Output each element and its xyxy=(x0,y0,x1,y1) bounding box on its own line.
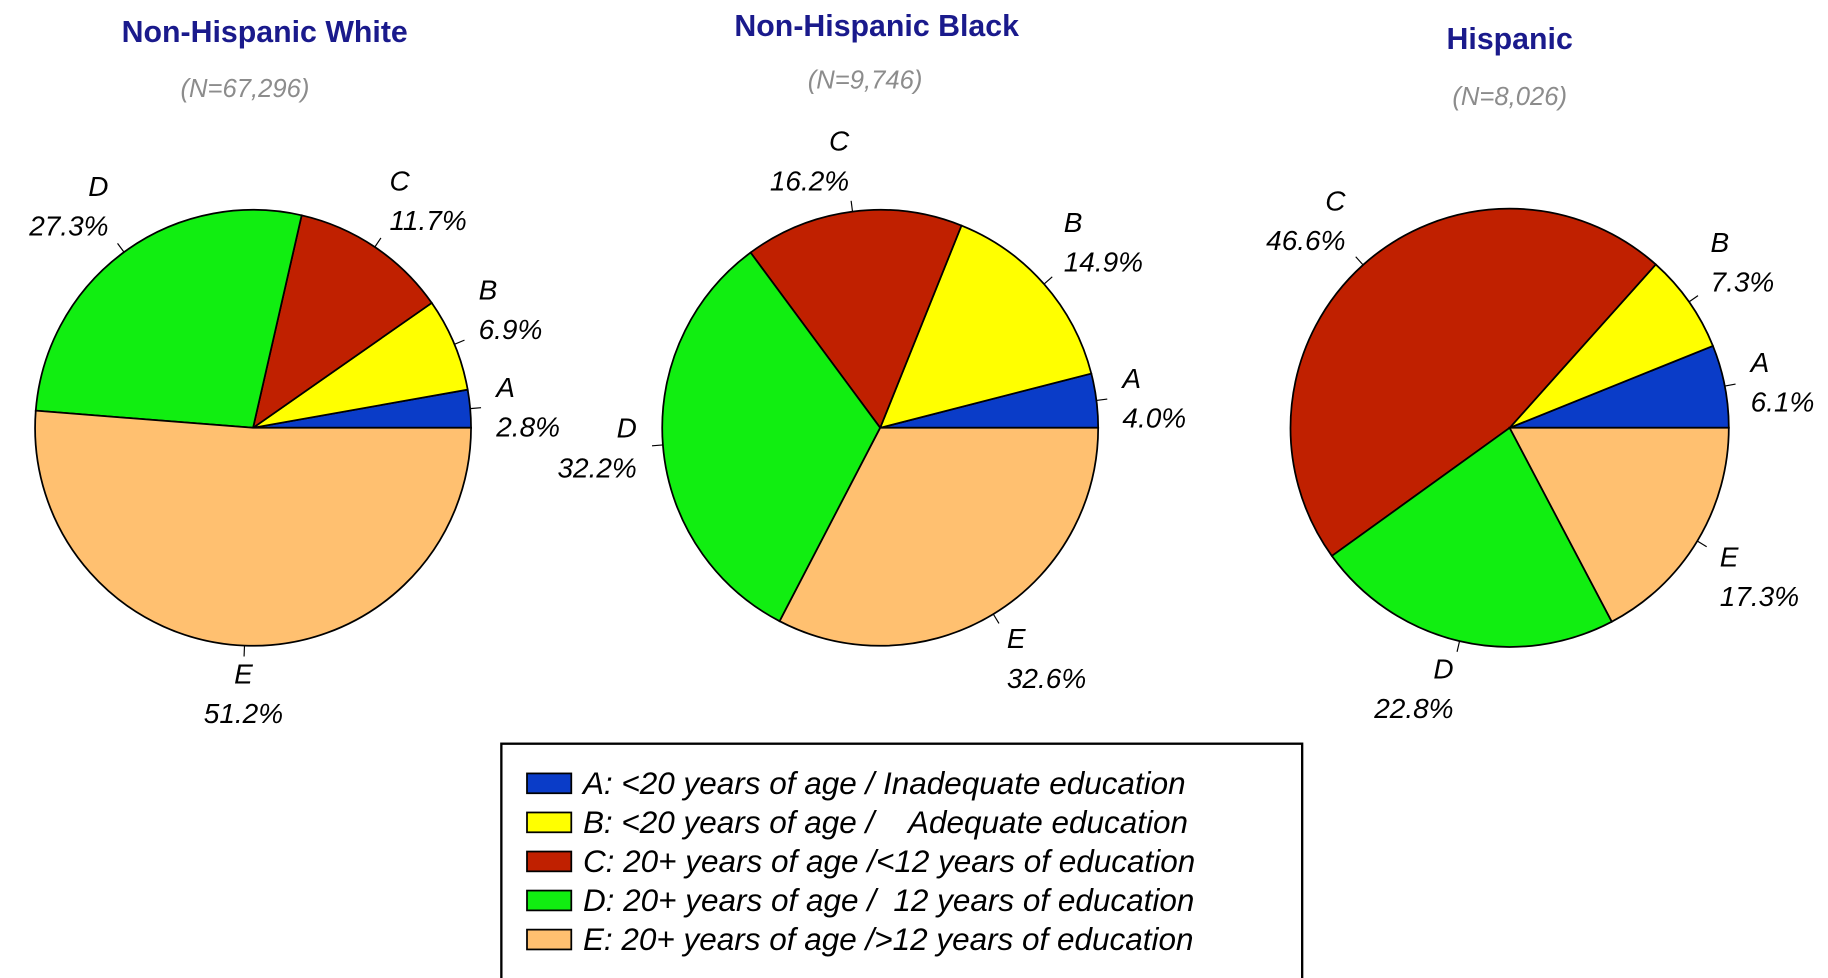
chart-title: Non-Hispanic White xyxy=(122,16,408,49)
slice-value-label: 2.8% xyxy=(495,412,560,443)
label-leader xyxy=(374,237,382,248)
slice-value-label: 7.3% xyxy=(1711,266,1775,297)
chart-subtitle: (N=9,746) xyxy=(808,67,923,95)
label-leader xyxy=(454,339,465,345)
slice-category: E xyxy=(234,658,253,689)
slice-category: A xyxy=(1120,363,1141,394)
legend-swatch xyxy=(526,811,573,834)
slice-category: C xyxy=(389,165,410,196)
label-leader xyxy=(1456,641,1461,652)
legend-swatch xyxy=(526,928,573,951)
slice-value-label: 6.1% xyxy=(1751,386,1815,417)
slice-category: A xyxy=(494,372,515,403)
pie-slice xyxy=(878,224,1093,430)
legend-label: D: 20+ years of age / 12 years of educat… xyxy=(583,883,1194,918)
pie-slice xyxy=(34,208,303,429)
legend-swatch xyxy=(526,850,573,873)
slice-value-label: 32.6% xyxy=(1007,663,1086,694)
slice-category: D xyxy=(88,171,108,202)
label-leader xyxy=(651,444,663,447)
slice-value-label: 46.6% xyxy=(1266,225,1345,256)
legend-swatch xyxy=(526,889,573,912)
slice-value-label: 6.9% xyxy=(479,314,543,345)
slice-category: B xyxy=(479,274,498,305)
slice-value-label: 51.2% xyxy=(204,698,283,729)
legend-swatch xyxy=(526,772,573,795)
slice-value-label: 11.7% xyxy=(389,205,466,236)
label-leader xyxy=(1096,398,1108,402)
legend-label: B: <20 years of age / Adequate education xyxy=(583,805,1188,840)
slice-category: B xyxy=(1064,207,1083,238)
label-leader xyxy=(1355,256,1364,266)
slice-value-label: 27.3% xyxy=(28,211,108,242)
legend-box xyxy=(500,742,1304,978)
slice-value-label: 17.3% xyxy=(1720,581,1799,612)
slice-value-label: 32.2% xyxy=(557,452,636,483)
pie-slice xyxy=(749,208,963,430)
chart-title: Hispanic xyxy=(1447,23,1573,56)
slice-category: E xyxy=(1007,623,1026,654)
slice-category: C xyxy=(829,126,850,157)
label-leader xyxy=(1043,276,1053,285)
label-leader xyxy=(117,243,125,253)
slice-value-label: 22.8% xyxy=(1373,693,1453,724)
pie-slice xyxy=(1330,426,1613,648)
slice-category: A xyxy=(1749,347,1770,378)
legend-label: E: 20+ years of age />12 years of educat… xyxy=(583,922,1194,957)
pie-slice xyxy=(1508,426,1730,623)
label-leader xyxy=(1688,295,1699,303)
pie-slice xyxy=(778,426,1100,647)
slice-category: D xyxy=(617,413,637,444)
label-leader xyxy=(992,613,1000,624)
slice-category: D xyxy=(1433,653,1453,684)
pie-slice xyxy=(1509,263,1715,429)
pie-slice xyxy=(661,251,882,623)
chart-subtitle: (N=67,296) xyxy=(180,75,309,103)
legend-label: A: <20 years of age / Inadequate educati… xyxy=(581,766,1186,801)
legend-label: C: 20+ years of age /<12 years of educat… xyxy=(583,844,1195,879)
slice-value-label: 14.9% xyxy=(1064,246,1143,277)
slice-category: C xyxy=(1325,185,1346,216)
label-leader xyxy=(850,200,854,212)
chart-subtitle: (N=8,026) xyxy=(1452,83,1567,111)
label-leader xyxy=(1696,540,1707,548)
slice-value-label: 16.2% xyxy=(770,165,849,196)
slice-category: E xyxy=(1720,541,1739,572)
label-leader xyxy=(470,407,482,410)
slice-category: B xyxy=(1711,227,1730,258)
chart-title: Non-Hispanic Black xyxy=(734,10,1019,43)
pie-slice xyxy=(34,409,472,647)
label-leader xyxy=(1724,383,1736,387)
slice-value-label: 4.0% xyxy=(1122,402,1186,433)
